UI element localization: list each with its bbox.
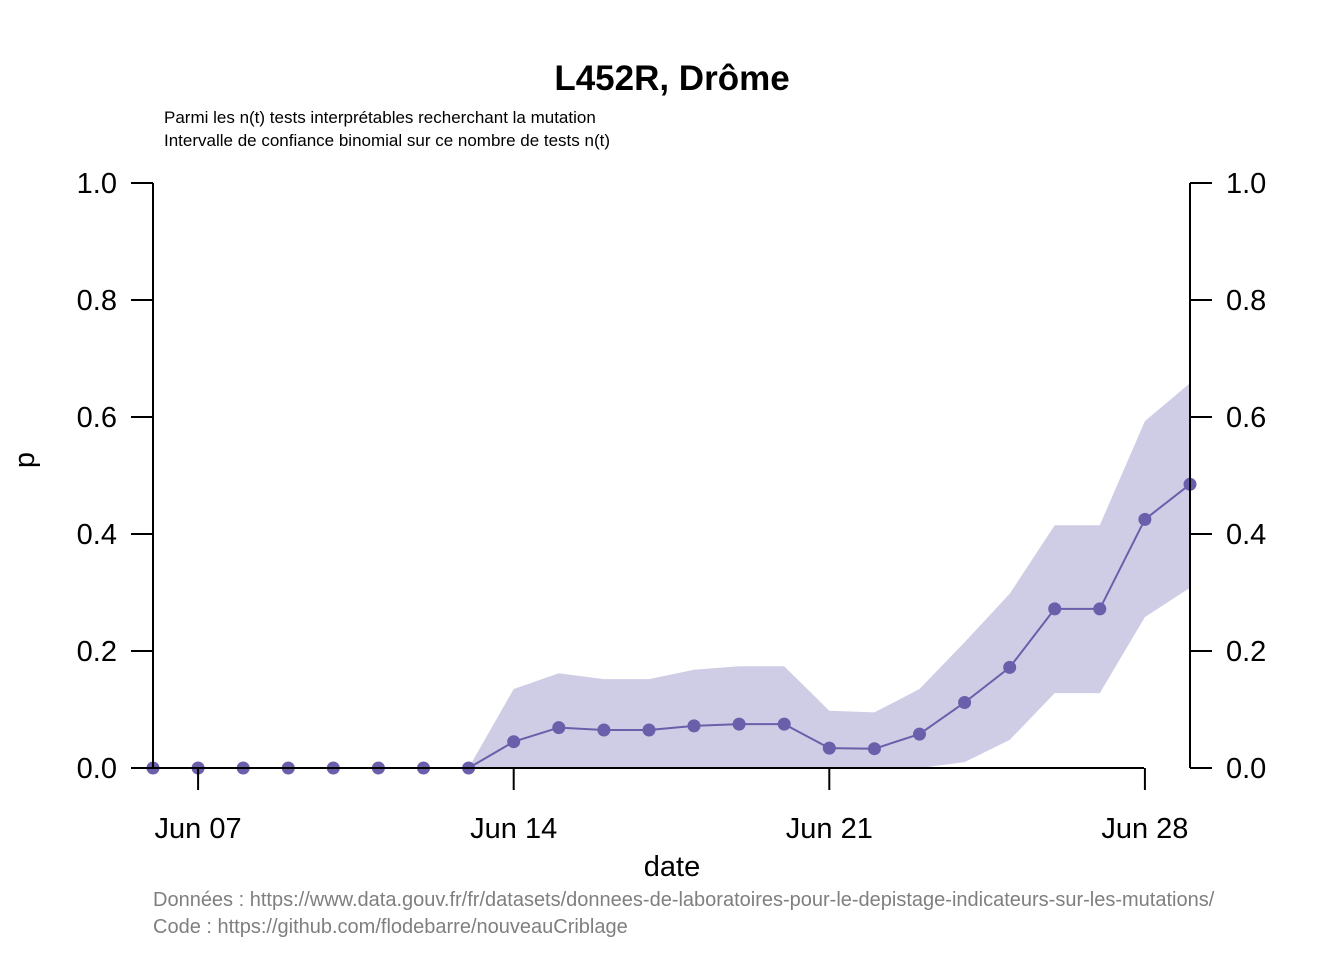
y-tick-label-left: 0.4: [77, 519, 117, 551]
y-tick-label-left: 0.2: [77, 636, 117, 668]
data-point: [777, 717, 791, 731]
y-tick-label-left: 0.8: [77, 285, 117, 317]
x-tick-label: Jun 28: [1101, 813, 1188, 845]
y-tick-label-right: 0.8: [1226, 285, 1266, 317]
data-point: [822, 741, 836, 755]
y-tick-label-left: 0.0: [77, 753, 117, 785]
data-point: [1003, 660, 1017, 674]
x-tick-label: Jun 14: [470, 813, 557, 845]
plot-area: 0.0 0.0 0.2 0.2 0.4 0.4 0.6 0.6 0.8 0.8 1.0 1.0 Jun …: [77, 168, 1267, 845]
y-tick-label-right: 0.6: [1226, 402, 1266, 434]
confidence-band: [153, 383, 1190, 768]
footer-data-source: Données : https://www.data.gouv.fr/fr/da…: [153, 889, 1215, 911]
chart-subtitle-line-1: Parmi les n(t) tests interprétables rech…: [164, 108, 596, 127]
y-tick-label-right: 0.4: [1226, 519, 1266, 551]
data-point: [642, 723, 656, 737]
data-point: [913, 727, 926, 741]
chart-title: L452R, Drôme: [554, 59, 789, 98]
data-point: [1048, 602, 1062, 616]
data-point: [732, 717, 746, 731]
data-point: [867, 742, 881, 756]
y-tick-label-left: 1.0: [77, 168, 117, 200]
data-point: [1138, 512, 1152, 526]
x-tick-label: Jun 07: [155, 813, 242, 845]
data-point: [687, 719, 701, 733]
data-point: [507, 735, 521, 749]
data-point: [958, 696, 972, 709]
x-tick-label: Jun 21: [786, 813, 873, 845]
y-tick-label-right: 1.0: [1226, 168, 1266, 200]
data-point: [552, 721, 566, 735]
y-tick-label-right: 0.0: [1226, 753, 1266, 785]
x-axis-label: date: [644, 851, 700, 883]
y-tick-label-left: 0.6: [77, 402, 117, 434]
y-axis-label: p: [9, 452, 41, 468]
footer-code-source: Code : https://github.com/flodebarre/nou…: [153, 916, 628, 938]
chart-subtitle-line-2: Intervalle de confiance binomial sur ce …: [164, 131, 610, 150]
y-tick-label-right: 0.2: [1226, 636, 1266, 668]
data-point: [1093, 602, 1107, 616]
data-point: [597, 723, 611, 737]
